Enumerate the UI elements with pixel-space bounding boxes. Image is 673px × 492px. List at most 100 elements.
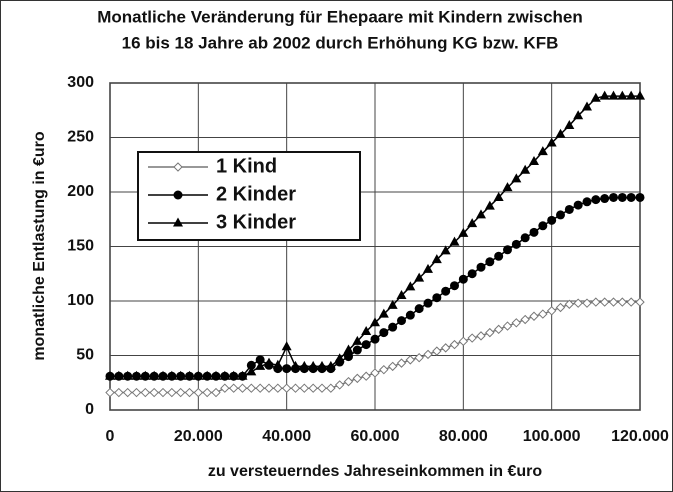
data-point bbox=[211, 387, 221, 398]
data-point bbox=[635, 192, 645, 202]
data-point bbox=[414, 304, 424, 314]
data-point bbox=[591, 195, 601, 205]
data-point bbox=[458, 336, 469, 347]
data-point bbox=[378, 308, 389, 318]
data-point bbox=[617, 297, 628, 307]
data-point bbox=[184, 370, 195, 380]
data-point bbox=[219, 370, 230, 380]
legend-label: 3 Kinder bbox=[216, 211, 296, 233]
y-tick-label: 300 bbox=[67, 74, 94, 91]
data-point bbox=[538, 309, 548, 319]
data-point bbox=[122, 387, 133, 398]
data-point bbox=[573, 298, 583, 308]
data-point bbox=[131, 387, 142, 398]
data-point bbox=[626, 297, 636, 307]
data-point bbox=[352, 335, 363, 345]
data-point bbox=[467, 333, 477, 343]
data-point bbox=[547, 215, 557, 225]
legend-marker bbox=[173, 162, 183, 172]
data-point bbox=[599, 90, 610, 100]
data-point bbox=[352, 345, 362, 355]
data-point bbox=[114, 387, 124, 398]
data-point bbox=[476, 331, 486, 341]
data-point bbox=[423, 263, 433, 273]
data-point bbox=[352, 373, 363, 384]
x-tick-label: 40.000 bbox=[262, 428, 311, 445]
data-point bbox=[158, 387, 168, 398]
y-tick-label: 150 bbox=[67, 238, 94, 255]
data-point bbox=[264, 357, 274, 367]
data-point bbox=[502, 321, 513, 331]
data-point bbox=[564, 120, 575, 130]
data-point bbox=[494, 251, 504, 261]
data-point bbox=[476, 209, 486, 219]
data-point bbox=[149, 370, 160, 380]
data-point bbox=[105, 370, 115, 380]
data-point bbox=[237, 370, 248, 380]
data-point bbox=[299, 360, 310, 370]
data-point bbox=[617, 90, 628, 100]
data-point bbox=[635, 90, 645, 100]
data-point bbox=[387, 299, 398, 309]
data-point bbox=[502, 182, 513, 192]
data-point bbox=[432, 346, 442, 356]
data-point bbox=[105, 387, 115, 398]
data-point bbox=[397, 316, 406, 326]
data-point bbox=[591, 297, 601, 307]
data-point bbox=[617, 192, 627, 202]
data-point bbox=[529, 227, 539, 237]
data-point bbox=[396, 290, 407, 300]
data-point bbox=[281, 383, 292, 393]
data-point bbox=[281, 341, 292, 351]
data-point bbox=[317, 360, 327, 370]
data-point bbox=[184, 387, 195, 398]
data-point bbox=[582, 197, 592, 207]
data-point bbox=[193, 387, 204, 398]
data-point bbox=[423, 298, 433, 308]
data-point bbox=[158, 370, 168, 380]
data-point bbox=[202, 387, 212, 398]
data-point bbox=[626, 90, 637, 100]
data-point bbox=[334, 380, 345, 390]
legend-label: 1 Kind bbox=[216, 155, 277, 177]
data-point bbox=[555, 302, 566, 313]
data-point bbox=[113, 370, 124, 380]
data-point bbox=[131, 370, 142, 380]
y-axis-label: monatliche Entlastung in €uro bbox=[31, 131, 48, 361]
data-point bbox=[449, 236, 460, 246]
legend-marker bbox=[173, 217, 183, 227]
data-point bbox=[122, 370, 133, 380]
data-point bbox=[264, 383, 274, 393]
data-point bbox=[467, 269, 477, 279]
data-point bbox=[511, 318, 522, 328]
data-point bbox=[423, 349, 433, 360]
x-axis-label: zu versteuerndes Jahreseinkommen in €uro bbox=[208, 463, 543, 480]
x-tick-label: 0 bbox=[106, 428, 115, 445]
data-point bbox=[626, 192, 636, 202]
data-point bbox=[546, 137, 557, 147]
data-point bbox=[503, 245, 512, 255]
data-point bbox=[379, 364, 389, 375]
data-point bbox=[282, 364, 292, 374]
data-point bbox=[493, 191, 504, 201]
data-point bbox=[599, 297, 610, 307]
data-point bbox=[272, 359, 283, 369]
data-point bbox=[582, 101, 592, 111]
data-point bbox=[220, 383, 230, 393]
data-point bbox=[255, 383, 265, 393]
data-point bbox=[493, 324, 504, 335]
data-point bbox=[387, 361, 398, 372]
data-point bbox=[202, 370, 213, 380]
x-tick-label: 60.000 bbox=[351, 428, 400, 445]
y-tick-label: 250 bbox=[67, 129, 94, 146]
data-point bbox=[485, 257, 495, 267]
data-point bbox=[555, 128, 566, 138]
x-tick-label: 100.000 bbox=[523, 428, 581, 445]
data-point bbox=[449, 339, 460, 350]
chart-title: Monatliche Veränderung für Ehepaare mit … bbox=[97, 7, 583, 26]
data-point bbox=[166, 370, 177, 380]
data-point bbox=[343, 344, 354, 354]
legend-label: 2 Kinder bbox=[216, 183, 296, 205]
data-point bbox=[317, 383, 327, 393]
data-point bbox=[388, 322, 398, 332]
